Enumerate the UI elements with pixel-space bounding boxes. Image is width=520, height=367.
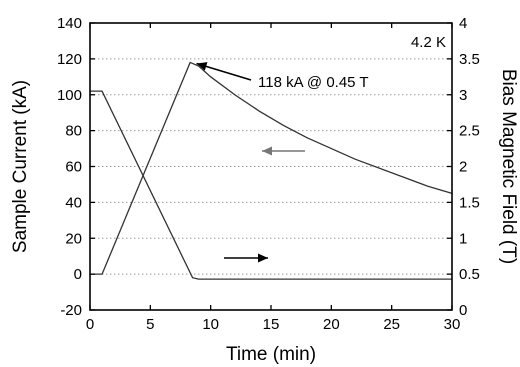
peak-annotation: 118 kA @ 0.45 T bbox=[258, 74, 369, 91]
y-right-tick-label: 2 bbox=[459, 159, 467, 176]
series-sample-current bbox=[90, 61, 453, 275]
y-axis-left-title: Sample Current (kA) bbox=[10, 80, 31, 253]
x-tick-label: 0 bbox=[86, 316, 94, 333]
y-right-tick-label: 2.5 bbox=[459, 123, 480, 140]
series-magnetic-field bbox=[90, 90, 452, 280]
y-left-tick-label: 60 bbox=[65, 159, 82, 176]
y-left-tick-label: 20 bbox=[65, 230, 82, 247]
y-left-tick-label: 100 bbox=[57, 87, 82, 104]
y-left-tick-label: 140 bbox=[57, 15, 82, 32]
temperature-annotation: 4.2 K bbox=[411, 34, 446, 51]
x-tick-label: 10 bbox=[202, 316, 219, 333]
y-left-tick-label: 80 bbox=[65, 123, 82, 140]
left-axis-arrow-head bbox=[262, 146, 272, 156]
x-tick-label: 5 bbox=[146, 316, 154, 333]
y-left-tick-label: 120 bbox=[57, 51, 82, 68]
x-tick-label: 25 bbox=[383, 316, 400, 333]
right-axis-arrow bbox=[224, 253, 268, 263]
y-right-tick-label: 1 bbox=[459, 230, 467, 247]
peak-pointer-arrow-head bbox=[196, 62, 208, 71]
y-left-tick-label: 40 bbox=[65, 194, 82, 211]
peak-pointer-arrow bbox=[196, 62, 252, 81]
left-axis-arrow bbox=[262, 146, 305, 156]
ticks bbox=[89, 22, 453, 311]
grid bbox=[90, 58, 452, 275]
x-tick-label: 15 bbox=[263, 316, 280, 333]
x-tick-label: 30 bbox=[444, 316, 461, 333]
x-axis-title: Time (min) bbox=[226, 344, 316, 365]
annotation-arrows bbox=[196, 62, 305, 263]
x-tick-label: 20 bbox=[323, 316, 340, 333]
y-right-tick-label: 3 bbox=[459, 87, 467, 104]
y-right-tick-label: 0.5 bbox=[459, 266, 480, 283]
y-axis-right-title: Bias Magnetic Field (T) bbox=[498, 69, 519, 264]
y-right-tick-label: 3.5 bbox=[459, 51, 480, 68]
right-axis-arrow-head bbox=[258, 253, 268, 263]
y-right-tick-label: 0 bbox=[459, 302, 467, 319]
y-right-tick-label: 1.5 bbox=[459, 194, 480, 211]
y-left-tick-label: -20 bbox=[60, 302, 82, 319]
y-left-tick-label: 0 bbox=[74, 266, 82, 283]
y-right-tick-label: 4 bbox=[459, 15, 467, 32]
series-group bbox=[90, 61, 453, 280]
